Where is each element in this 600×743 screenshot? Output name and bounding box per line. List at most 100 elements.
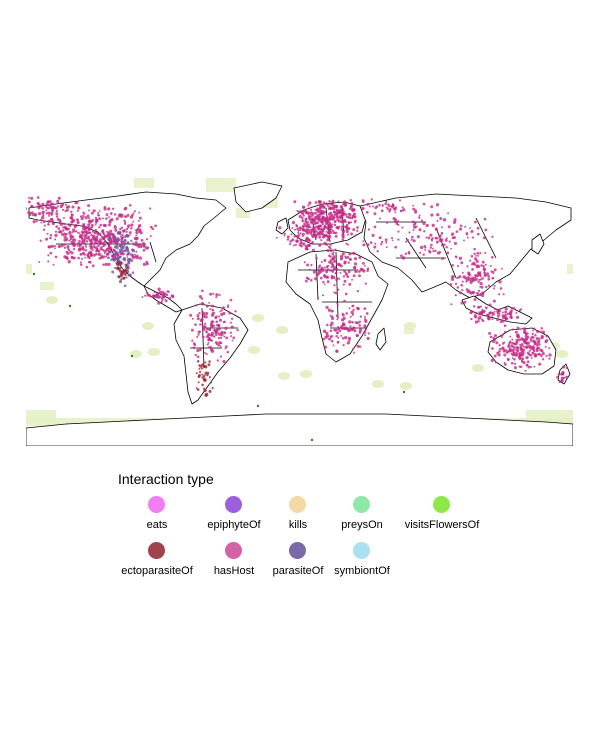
occurrence-point	[470, 254, 474, 258]
occurrence-point	[211, 308, 215, 312]
occurrence-point	[321, 294, 325, 297]
occurrence-point	[231, 339, 234, 342]
occurrence-point	[135, 254, 139, 258]
occurrence-point	[515, 334, 520, 338]
occurrence-point	[327, 223, 331, 227]
occurrence-point	[126, 258, 131, 263]
occurrence-point	[538, 362, 542, 366]
occurrence-point	[49, 236, 52, 240]
occurrence-point	[323, 266, 326, 269]
occurrence-point	[212, 292, 215, 295]
occurrence-point	[295, 239, 299, 243]
occurrence-point	[453, 218, 457, 222]
occurrence-point	[43, 224, 46, 227]
occurrence-point	[160, 297, 164, 300]
occurrence-point	[533, 365, 536, 368]
occurrence-point	[558, 381, 561, 384]
occurrence-point	[331, 199, 335, 203]
occurrence-point	[525, 355, 529, 360]
occurrence-point	[139, 231, 143, 235]
occurrence-point	[311, 212, 315, 216]
occurrence-point	[53, 245, 56, 248]
occurrence-point	[369, 241, 373, 244]
occurrence-point	[49, 200, 52, 203]
occurrence-point	[441, 243, 445, 247]
legend-key-circle	[353, 496, 370, 513]
occurrence-point	[537, 340, 541, 344]
occurrence-point	[137, 225, 141, 228]
occurrence-point	[461, 280, 464, 283]
occurrence-point	[299, 229, 302, 232]
occurrence-point	[228, 311, 232, 315]
occurrence-point	[325, 221, 329, 225]
occurrence-point	[313, 229, 316, 232]
occurrence-point	[189, 313, 193, 317]
occurrence-point	[350, 221, 353, 224]
occurrence-point	[92, 253, 96, 257]
occurrence-point	[196, 388, 200, 391]
japan	[531, 233, 545, 255]
occurrence-point	[47, 254, 50, 257]
occurrence-point	[65, 233, 68, 236]
occurrence-point	[548, 353, 552, 357]
occurrence-point	[113, 213, 117, 216]
occurrence-point	[354, 270, 357, 273]
occurrence-point	[430, 243, 433, 247]
occurrence-point	[501, 346, 505, 350]
occurrence-point	[135, 234, 138, 237]
occurrence-point	[363, 330, 367, 334]
occurrence-point	[124, 274, 127, 277]
occurrence-point	[198, 295, 202, 299]
occurrence-point	[458, 291, 462, 295]
occurrence-point	[122, 228, 126, 232]
occurrence-point	[335, 278, 339, 282]
occurrence-point	[60, 244, 64, 248]
occurrence-point	[141, 296, 144, 299]
habitat-patch	[236, 208, 250, 218]
occurrence-point	[196, 314, 200, 318]
occurrence-point	[533, 349, 536, 353]
occurrence-point	[363, 315, 367, 318]
occurrence-point	[412, 204, 415, 207]
occurrence-point	[423, 244, 427, 248]
occurrence-point	[510, 307, 513, 310]
occurrence-point	[49, 233, 53, 237]
occurrence-point	[196, 348, 200, 353]
occurrence-point	[230, 335, 233, 338]
occurrence-point	[358, 328, 363, 332]
occurrence-point	[218, 293, 221, 297]
occurrence-point	[343, 260, 347, 264]
habitat-patch	[26, 264, 32, 274]
occurrence-point	[460, 261, 464, 265]
occurrence-point	[111, 270, 115, 274]
legend-item: eats	[102, 496, 212, 540]
occurrence-point	[208, 328, 211, 331]
occurrence-point	[463, 300, 467, 304]
occurrence-point	[477, 280, 480, 283]
occurrence-point	[98, 217, 102, 221]
occurrence-point	[112, 240, 116, 244]
occurrence-point	[336, 216, 340, 220]
occurrence-point	[335, 208, 339, 211]
occurrence-point	[217, 332, 222, 336]
occurrence-point	[296, 227, 300, 231]
occurrence-point	[339, 208, 342, 211]
occurrence-point	[57, 196, 61, 200]
occurrence-point	[124, 215, 128, 219]
occurrence-point	[319, 224, 323, 228]
occurrence-point	[491, 255, 494, 259]
occurrence-point	[323, 259, 327, 262]
occurrence-point	[38, 204, 43, 208]
occurrence-point	[92, 209, 96, 213]
occurrence-point	[334, 328, 338, 332]
occurrence-point	[322, 274, 326, 278]
occurrence-point	[504, 318, 507, 321]
occurrence-point	[364, 328, 368, 331]
occurrence-point	[135, 250, 138, 253]
occurrence-point	[199, 348, 202, 352]
occurrence-point	[538, 337, 541, 341]
occurrence-point	[475, 264, 479, 269]
occurrence-point	[52, 222, 55, 225]
occurrence-point	[161, 290, 165, 295]
occurrence-point	[209, 308, 212, 311]
